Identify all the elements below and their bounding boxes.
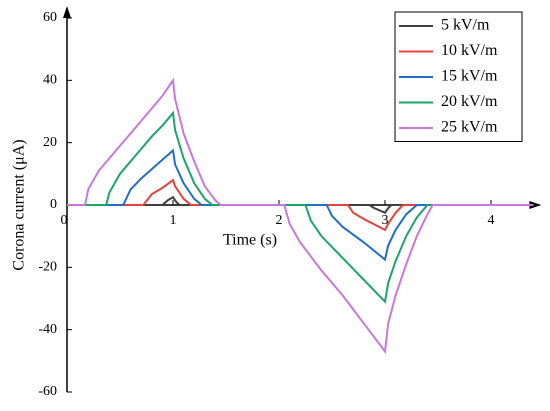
y-axis-label: Corona current (μA) — [11, 139, 28, 270]
legend-label: 25 kV/m — [441, 119, 498, 136]
series-line — [67, 110, 534, 304]
legend-label: 20 kV/m — [441, 93, 498, 110]
series-line — [67, 77, 534, 355]
y-tick-label: -20 — [38, 260, 57, 275]
x-tick-label: 0 — [61, 213, 68, 228]
y-tick-label: 40 — [43, 73, 57, 88]
x-tick-label: 1 — [170, 213, 177, 228]
x-axis-label: Time (s) — [223, 232, 277, 249]
x-tick-label: 2 — [276, 213, 283, 228]
x-tick-label: 3 — [382, 213, 389, 228]
y-axis-arrow — [63, 6, 71, 18]
legend-label: 5 kV/m — [441, 17, 490, 34]
legend-label: 15 kV/m — [441, 68, 498, 85]
series-line — [67, 148, 534, 262]
y-tick-label: -40 — [38, 322, 57, 337]
legend-label: 10 kV/m — [441, 42, 498, 59]
y-tick-label: 20 — [43, 135, 57, 150]
x-axis-arrow — [529, 201, 542, 209]
x-tick-label: 4 — [488, 213, 495, 228]
legend: 5 kV/m 10 kV/m 15 kV/m 20 kV/m 25 kV/m — [394, 11, 523, 142]
y-tick-label: 0 — [50, 197, 57, 212]
y-tick-label: 60 — [43, 10, 57, 25]
y-tick-label: -60 — [38, 384, 57, 399]
